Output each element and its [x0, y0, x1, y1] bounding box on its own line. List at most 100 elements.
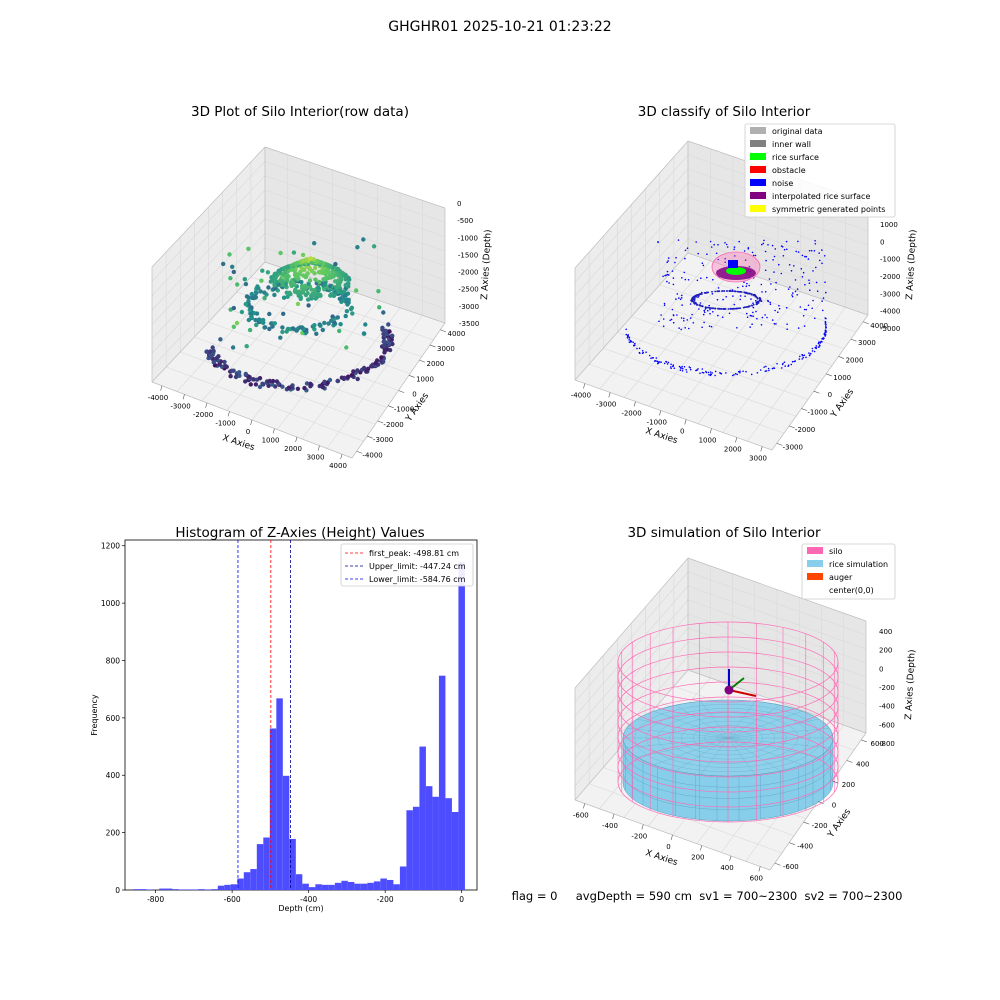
noise-point	[814, 240, 816, 242]
histogram-bar	[237, 878, 244, 890]
noise-ring-point	[759, 299, 762, 301]
data-point	[377, 305, 382, 310]
data-point	[233, 374, 239, 380]
noise-ring-point	[731, 307, 733, 310]
data-point	[371, 244, 377, 249]
noise-point	[678, 297, 680, 299]
data-point	[231, 324, 236, 329]
z-tick-label: -600	[879, 721, 895, 729]
noise-point	[746, 316, 749, 319]
noise-ring-point	[690, 299, 693, 302]
gridline	[687, 196, 869, 260]
noise-point	[767, 244, 769, 246]
noise-point	[750, 315, 753, 317]
z-tick-label: -200	[879, 684, 895, 692]
x-tick-label: -200	[377, 895, 394, 904]
panel4-ylabel: Y Axies	[826, 807, 854, 840]
noise-point	[817, 346, 820, 348]
center-marker	[724, 669, 757, 697]
histogram-y-ticks: 0 200 400 600 800 1000 1200	[101, 542, 125, 895]
data-point	[355, 376, 360, 382]
noise-point	[814, 317, 816, 320]
noise-ring-point	[731, 290, 734, 292]
noise-point	[802, 271, 805, 274]
noise-point	[625, 328, 627, 331]
data-point	[239, 309, 245, 315]
data-point	[381, 331, 386, 337]
noise-point	[778, 304, 780, 307]
noise-point	[804, 283, 806, 286]
data-point	[272, 292, 277, 298]
noise-point	[683, 271, 686, 274]
data-point	[333, 261, 338, 267]
noise-point	[808, 352, 810, 354]
noise-point	[791, 294, 793, 296]
panel2-x-ticks: -4000 -3000 -2000 -1000 0 1000 2000 3000	[571, 383, 767, 463]
data-point	[222, 359, 227, 365]
noise-point	[750, 373, 753, 376]
histogram-bar	[438, 675, 446, 890]
noise-point	[760, 324, 763, 326]
noise-point	[798, 358, 801, 360]
data-point	[267, 378, 272, 384]
data-point	[262, 290, 267, 295]
legend-label: Upper_limit: -447.24 cm	[369, 562, 466, 571]
noise-point	[745, 370, 747, 373]
tick-mark	[801, 408, 808, 411]
data-point	[308, 381, 313, 386]
data-point	[253, 294, 258, 299]
histogram-ylabel: Frequency	[90, 694, 99, 736]
noise-point	[682, 367, 684, 370]
tick-mark	[789, 842, 795, 845]
data-point	[339, 375, 345, 380]
noise-point	[801, 358, 803, 360]
tick-mark	[408, 375, 415, 378]
noise-point	[756, 372, 759, 374]
noise-point	[683, 320, 685, 322]
data-point	[262, 296, 267, 301]
noise-point	[717, 258, 720, 261]
noise-point	[762, 242, 765, 245]
noise-point	[689, 317, 692, 319]
legend-swatch	[750, 166, 766, 173]
gridline	[151, 161, 266, 282]
noise-point	[689, 368, 692, 371]
tick-mark	[182, 394, 185, 400]
histogram-bar	[432, 796, 439, 890]
tick-mark	[356, 450, 363, 454]
data-point	[345, 291, 351, 296]
noise-point	[691, 313, 693, 316]
data-point	[235, 282, 240, 287]
data-point	[247, 327, 253, 333]
noise-point	[734, 372, 737, 375]
panel-histogram: Histogram of Z-Axies (Height) Values -80…	[90, 525, 478, 913]
gridline	[645, 300, 833, 366]
data-point	[249, 305, 254, 310]
gridline	[574, 168, 689, 297]
box-edge	[574, 252, 689, 381]
noise-point	[794, 290, 797, 293]
data-point	[227, 252, 232, 257]
panel2-z-ticks: 1000 0 -1000 -2000 -3000 -4000 -5000	[880, 221, 900, 333]
data-point	[304, 381, 310, 386]
tick-label: -4000	[571, 392, 591, 400]
tick-mark	[340, 454, 343, 460]
noise-point	[815, 281, 818, 284]
noise-point	[692, 322, 695, 324]
box-edge	[264, 146, 446, 209]
noise-point	[743, 281, 745, 284]
panel-classify: 3D classify of Silo Interior -4000-3000-…	[571, 104, 919, 463]
silo-wireframe	[617, 621, 839, 823]
noise-point	[722, 298, 724, 301]
tick-mark	[863, 321, 869, 325]
noise-point	[697, 368, 699, 370]
noise-point	[684, 327, 686, 329]
tick-label: -1000	[394, 406, 414, 414]
data-point	[324, 275, 329, 280]
data-point	[317, 322, 322, 327]
noise-point	[777, 311, 779, 314]
tick-label: 600	[871, 740, 884, 748]
data-point	[228, 276, 233, 281]
noise-point	[761, 291, 763, 293]
